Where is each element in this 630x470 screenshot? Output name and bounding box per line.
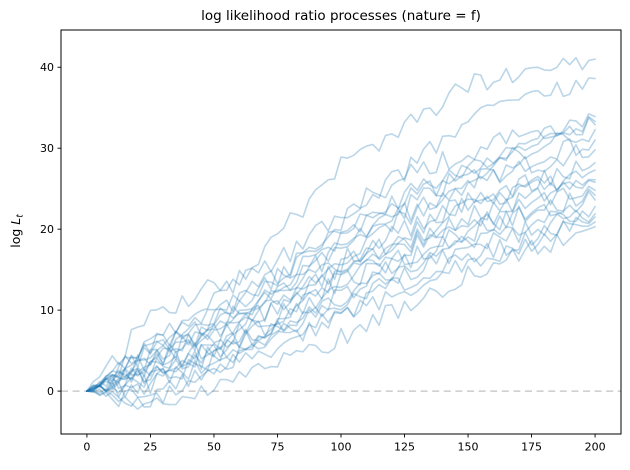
llr-path [86, 220, 596, 392]
llr-path [86, 144, 596, 392]
y-axis-label-prefix: log [8, 229, 23, 248]
y-tick-label: 30 [40, 142, 54, 155]
llr-path [86, 115, 596, 392]
llr-path [86, 178, 596, 392]
llr-path [86, 169, 596, 392]
llr-path [86, 160, 596, 398]
llr-path [86, 138, 596, 393]
x-tick-label: 200 [585, 441, 606, 454]
llr-path [86, 77, 596, 392]
llr-path [86, 188, 596, 408]
llr-path [86, 179, 596, 394]
llr-path [86, 205, 596, 398]
llr-path [86, 128, 596, 392]
y-axis-label: log Lt [8, 214, 26, 248]
llr-path [86, 185, 596, 392]
y-axis-label-variable: L [8, 218, 23, 225]
llr-path [86, 190, 596, 392]
x-axis-ticks: 0 25 50 75 100 125 150 175 200 [83, 434, 606, 454]
x-tick-label: 25 [143, 441, 157, 454]
llr-path [86, 209, 596, 392]
x-tick-label: 150 [458, 441, 479, 454]
llr-path [86, 113, 596, 392]
y-tick-label: 0 [47, 385, 54, 398]
x-tick-label: 50 [207, 441, 221, 454]
x-tick-label: 75 [270, 441, 284, 454]
y-tick-label: 10 [40, 304, 54, 317]
llr-path [86, 116, 596, 392]
x-tick-label: 0 [83, 441, 90, 454]
x-tick-label: 175 [521, 441, 542, 454]
llr-path [86, 56, 596, 392]
chart-title: log likelihood ratio processes (nature =… [201, 8, 481, 24]
llr-path [86, 225, 596, 410]
x-tick-label: 100 [331, 441, 352, 454]
series-lines [86, 56, 596, 410]
y-tick-label: 40 [40, 61, 54, 74]
y-axis-label-subscript: t [16, 214, 26, 218]
x-tick-label: 125 [394, 441, 415, 454]
llr-path [86, 216, 596, 408]
y-tick-label: 20 [40, 223, 54, 236]
y-axis-ticks: 0 10 20 30 40 [40, 61, 61, 398]
